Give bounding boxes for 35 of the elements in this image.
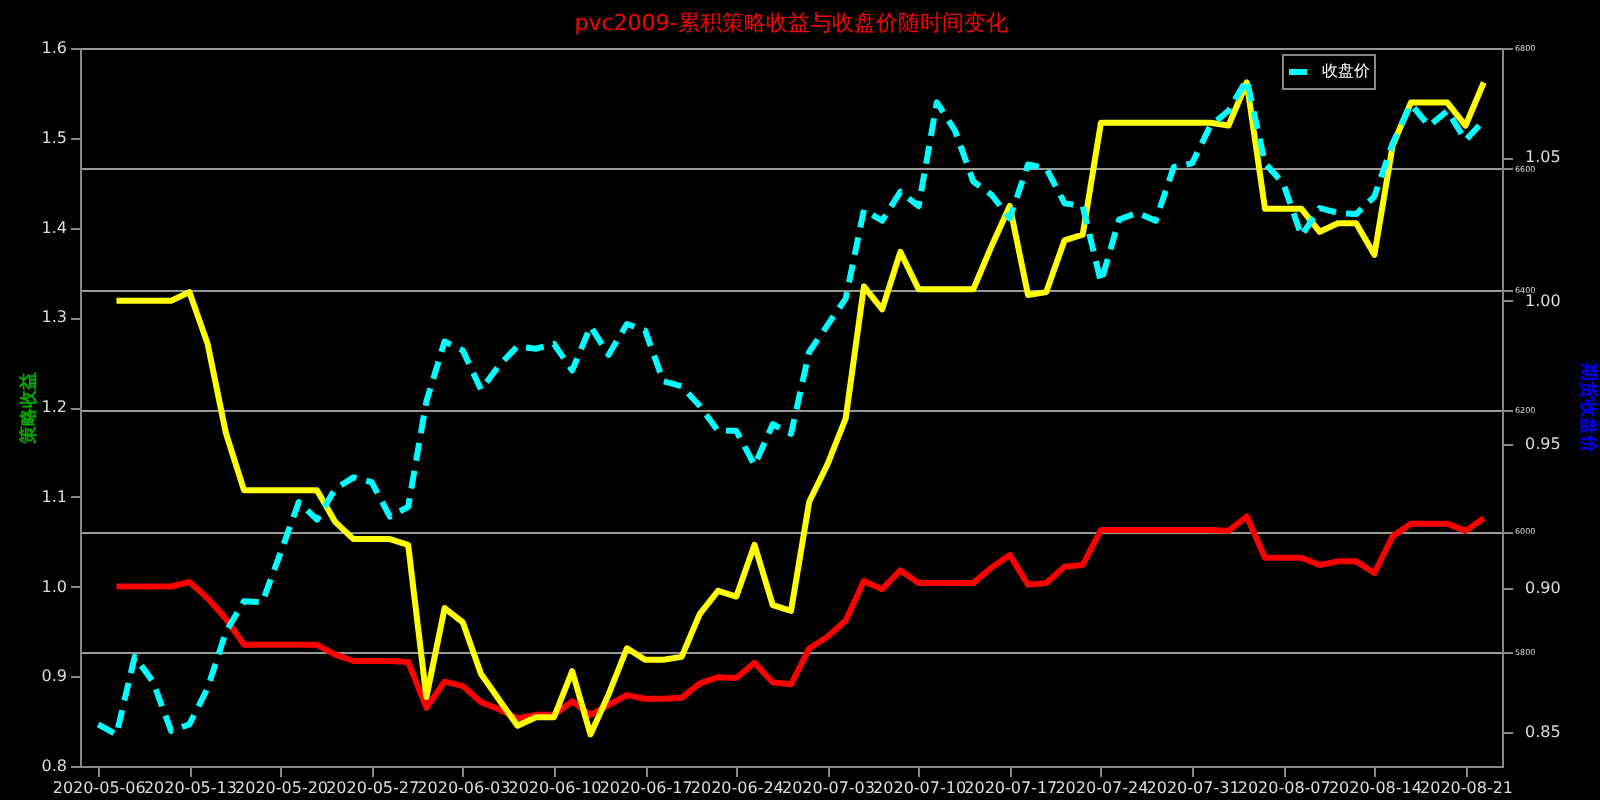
y2-tick-label: 0.95 [1525, 435, 1561, 454]
x-tick-label: 2020-07-24 [1055, 779, 1149, 797]
x-tick-label: 2020-08-07 [1237, 779, 1331, 797]
y-tick-label: 0.9 [41, 667, 67, 686]
x-tick-label: 2020-06-17 [599, 779, 693, 797]
x-tick-label: 2020-05-13 [143, 779, 237, 797]
x-tick-label: 2020-07-31 [1146, 779, 1240, 797]
chart-title: pvc2009-累积策略收益与收盘价随时间变化 [574, 10, 1008, 36]
y-tick-label: 0.8 [41, 757, 67, 775]
y-tick-label: 1.5 [41, 128, 67, 147]
y-tick-label: 1.6 [41, 39, 67, 57]
line-series [113, 513, 1487, 722]
legend-label: 收盘价 [1322, 62, 1370, 80]
y3-axis-title: 期货收盘价 [1577, 361, 1600, 455]
y-tick-label: 1.4 [41, 218, 67, 237]
x-tick-label: 2020-06-10 [508, 779, 602, 797]
y2-tick-label: 1.05 [1525, 148, 1561, 167]
x-tick-label: 2020-05-27 [326, 779, 420, 797]
y-tick-label: 1.2 [41, 398, 67, 416]
y2-tick-label: 0.90 [1525, 578, 1561, 597]
y2-tick-label: 0.85 [1525, 722, 1561, 741]
x-tick-label: 2020-05-20 [235, 779, 329, 797]
x-tick-label: 2020-06-03 [417, 779, 511, 797]
x-tick-label: 2020-08-14 [1328, 779, 1422, 797]
y-tick-label: 1.1 [41, 487, 67, 506]
x-tick-label: 2020-07-10 [873, 779, 967, 797]
y2-tick-label: 1.00 [1525, 291, 1561, 310]
x-tick-label: 2020-05-06 [52, 779, 146, 797]
y-tick-label: 1.3 [41, 308, 67, 327]
y-tick-label: 1.0 [41, 577, 67, 596]
y-axis-title: 策略收益 [17, 372, 40, 446]
x-tick-label: 2020-06-24 [690, 779, 784, 797]
x-tick-label: 2020-07-03 [781, 779, 875, 797]
x-tick-label: 2020-08-21 [1420, 779, 1514, 797]
x-tick-label: 2020-07-17 [964, 779, 1058, 797]
